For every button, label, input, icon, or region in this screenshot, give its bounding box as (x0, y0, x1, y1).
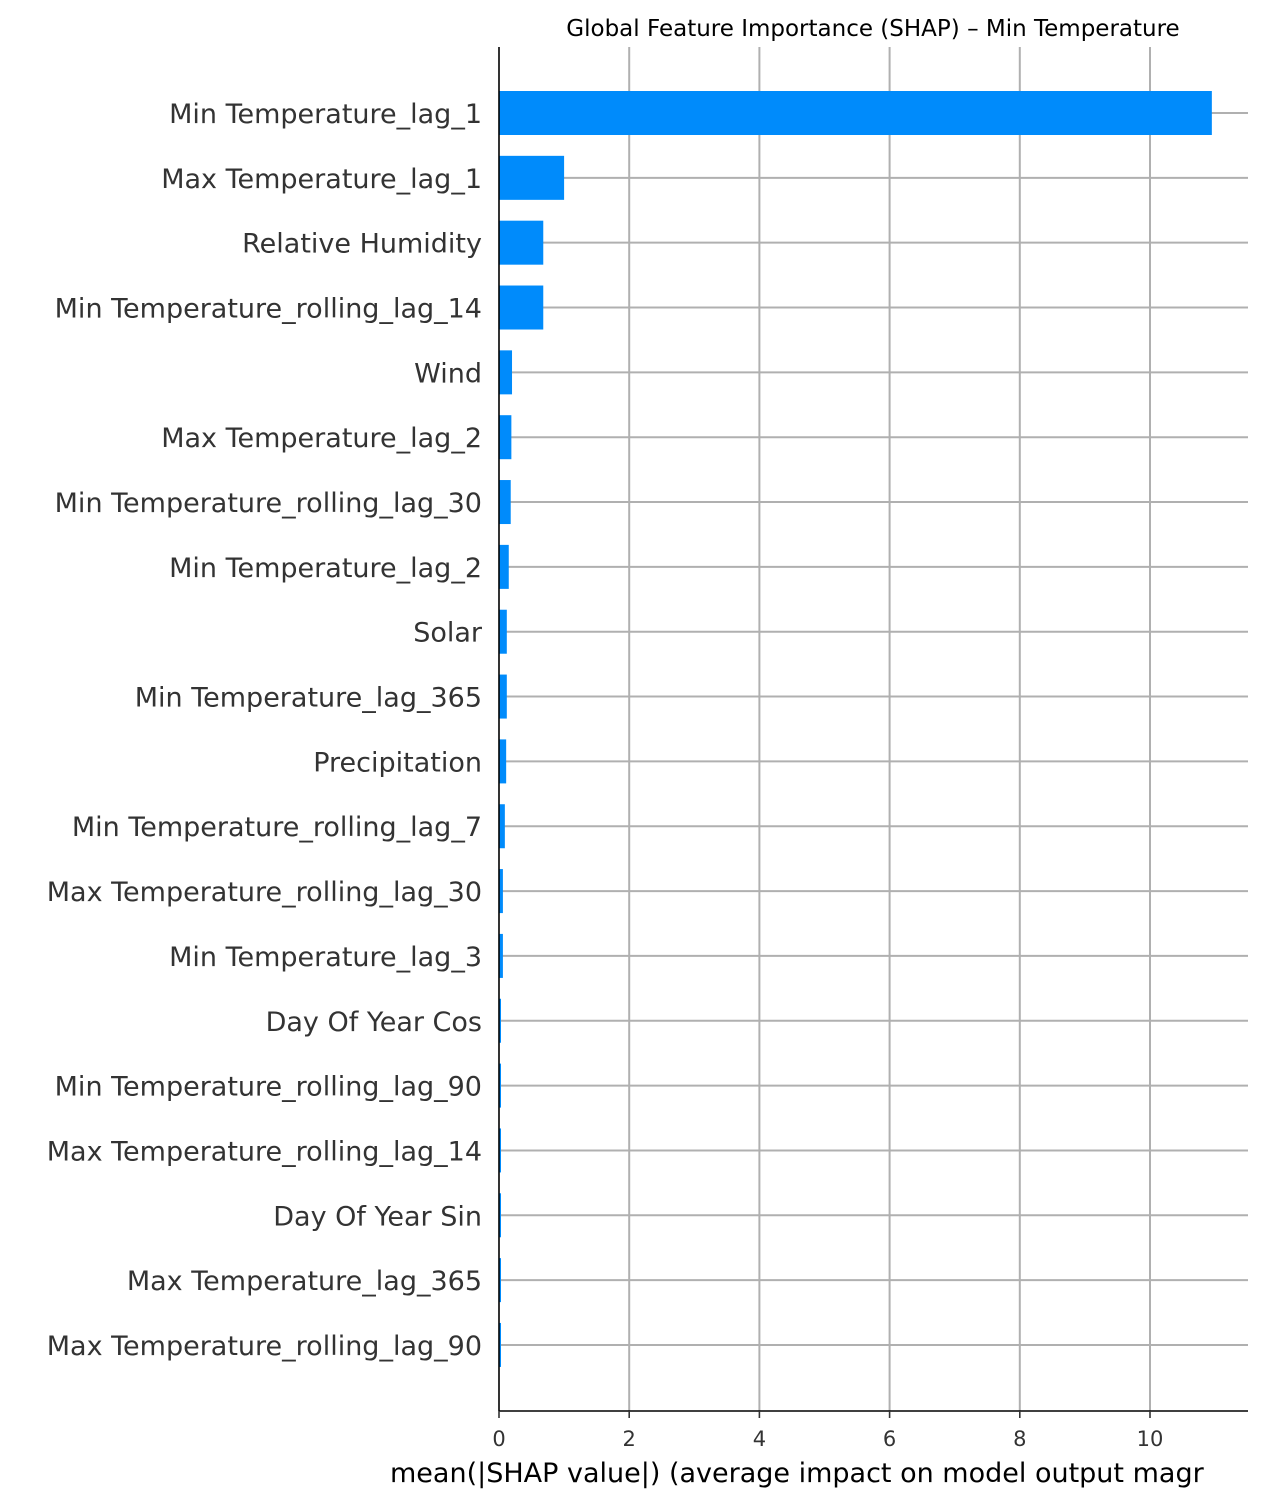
bar (499, 674, 507, 719)
bar (499, 480, 511, 525)
bar (499, 1193, 501, 1238)
feature-label: Min Temperature_rolling_lag_90 (55, 1072, 482, 1103)
x-tick-label: 0 (492, 1427, 505, 1451)
feature-label: Max Temperature_rolling_lag_30 (47, 877, 482, 908)
x-tick-label: 10 (1137, 1427, 1164, 1451)
feature-label: Min Temperature_lag_2 (169, 553, 482, 584)
bar (499, 609, 507, 654)
feature-label: Min Temperature_rolling_lag_7 (72, 812, 482, 843)
x-tick-label: 4 (753, 1427, 766, 1451)
feature-label: Max Temperature_lag_365 (127, 1266, 482, 1297)
bar (499, 91, 1212, 135)
feature-label: Min Temperature_rolling_lag_30 (55, 488, 482, 519)
x-tick-label: 6 (883, 1427, 896, 1451)
bar (499, 739, 507, 784)
bar (499, 544, 509, 589)
bar (499, 1322, 501, 1367)
bar (499, 155, 565, 200)
feature-label: Min Temperature_lag_365 (135, 683, 482, 714)
feature-label: Min Temperature_lag_1 (169, 99, 482, 130)
feature-labels: Min Temperature_lag_1 Max Temperature_lag… (47, 99, 483, 1362)
feature-label: Max Temperature_lag_1 (161, 164, 482, 195)
bar (499, 1258, 501, 1303)
bar (499, 220, 544, 265)
bar (499, 415, 512, 460)
feature-label: Day Of Year Sin (273, 1201, 482, 1232)
feature-label: Relative Humidity (242, 229, 482, 260)
x-tick-label: 8 (1013, 1427, 1026, 1451)
bar (499, 1128, 501, 1173)
feature-label: Max Temperature_rolling_lag_14 (47, 1136, 482, 1167)
x-tick-label: 2 (623, 1427, 636, 1451)
feature-label: Precipitation (313, 747, 482, 778)
bars (499, 91, 1212, 1367)
bar (499, 869, 503, 914)
bar (499, 933, 503, 978)
chart-title: Global Feature Importance (SHAP) – Min T… (566, 16, 1179, 42)
feature-label: Wind (414, 358, 482, 389)
feature-label: Day Of Year Cos (266, 1007, 482, 1038)
x-axis-label: mean(|SHAP value|) (average impact on mo… (390, 1458, 1205, 1489)
feature-label: Min Temperature_rolling_lag_14 (55, 294, 482, 325)
feature-label: Solar (413, 618, 483, 649)
bar (499, 1063, 501, 1108)
bar (499, 998, 501, 1043)
feature-label: Max Temperature_lag_2 (161, 423, 482, 454)
bar (499, 350, 513, 395)
bar (499, 285, 544, 330)
feature-label: Min Temperature_lag_3 (169, 942, 482, 973)
gridlines (499, 47, 1248, 1411)
bar (499, 804, 505, 849)
feature-label: Max Temperature_rolling_lag_90 (47, 1331, 482, 1362)
x-ticks: 0 2 4 6 8 10 (492, 1411, 1163, 1451)
